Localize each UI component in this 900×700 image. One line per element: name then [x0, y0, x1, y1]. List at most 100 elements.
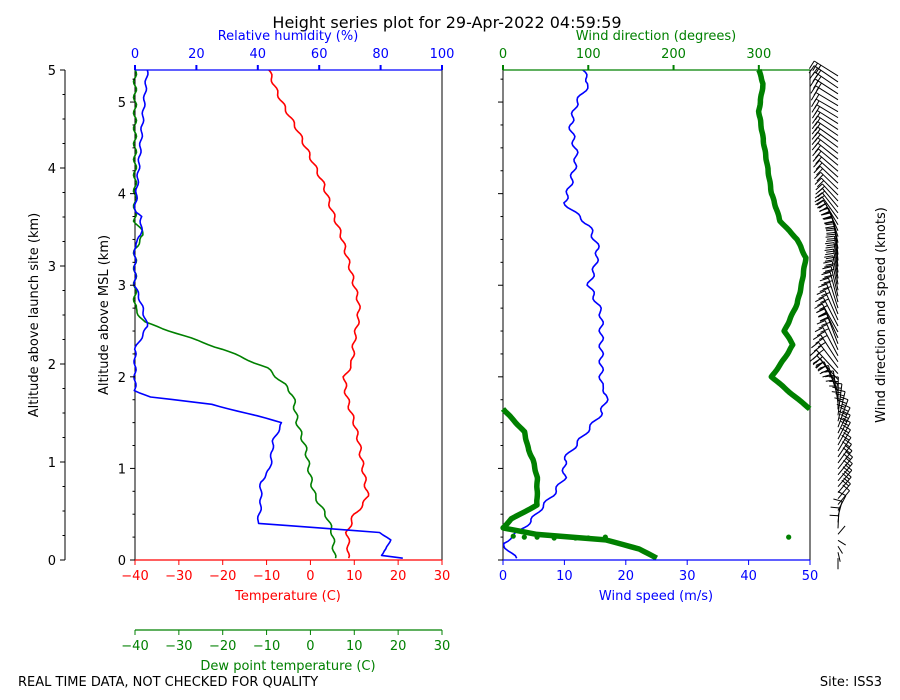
wind-barb-feather	[818, 283, 827, 288]
wind-panel: 0 10 20 30 40 50 0 100 200 300 Wind direction (de…	[498, 29, 889, 604]
wind-barb-shaft	[837, 383, 843, 416]
wind-barb-shaft	[837, 450, 853, 470]
dewpoint-line	[132, 69, 337, 559]
wind-direction-tick-label: 300	[746, 47, 771, 62]
wind-barb-feather	[824, 248, 834, 251]
wind-direction-point	[786, 534, 792, 540]
wind-barb-shaft	[816, 355, 839, 380]
wind-barb-feather	[826, 239, 836, 242]
wind-barb-axis-label: Wind direction and speed (knots)	[874, 207, 889, 423]
wind-direction-tick-label: 0	[499, 47, 507, 62]
wind-barb-shaft	[837, 490, 850, 505]
wind-barb-feather	[823, 270, 833, 274]
wind-barb-feather	[815, 162, 823, 170]
wind-barb-shaft	[831, 261, 839, 291]
temperature-tick-label: 0	[306, 569, 314, 584]
wind-barb-shaft	[837, 407, 851, 434]
wind-barb-feather	[811, 341, 819, 349]
temperature-tick-label: −30	[165, 569, 192, 584]
wind-barb-feather	[819, 369, 829, 375]
wind-barb-feather	[815, 356, 823, 364]
wind-barb-feather	[816, 82, 822, 91]
wind-barb-feather	[818, 311, 827, 317]
wind-barb-feather	[840, 427, 849, 434]
rh-tick-label: 20	[188, 47, 205, 62]
wind-barb-shaft	[821, 196, 839, 220]
wind-barb-feather	[821, 292, 830, 297]
wind-barb-feather	[825, 263, 835, 266]
wind-barb-feather	[842, 417, 851, 423]
wind-barb-feather	[816, 195, 825, 202]
thermo-axes: −40 −30 −20 −10 0 10 20 30−40 −30 −20 −10 0 10 20 300 2…	[48, 47, 455, 654]
wind-barb-feather	[826, 229, 836, 232]
wind-barb-feather	[815, 156, 822, 165]
wind-barb-shaft	[819, 160, 839, 178]
wind-speed-axis-label: Wind speed (m/s)	[599, 589, 713, 604]
wind-barb-feather	[821, 281, 831, 286]
wind-barb-feather	[826, 238, 836, 240]
wind-barb-feather	[815, 150, 822, 159]
wind-barb-shaft	[837, 391, 846, 422]
wind-barb-feather	[819, 206, 828, 213]
wind-barb-feather	[817, 365, 826, 372]
wind-barb-feather	[814, 106, 821, 115]
rh-tick-label: 40	[250, 47, 267, 62]
wind-barb-feather	[840, 413, 849, 419]
wind-barb-feather	[824, 220, 834, 224]
wind-direction-line	[755, 68, 812, 412]
temperature-line	[268, 69, 370, 559]
agl-tick-label: 5	[48, 64, 56, 79]
wind-barb-shaft	[822, 297, 839, 327]
wind-barb-feather	[825, 246, 835, 249]
wind-direction-point	[551, 535, 557, 541]
wind-barb-shaft	[822, 199, 839, 226]
wind-plot-area	[500, 68, 812, 561]
wind-barb-feather	[818, 202, 827, 209]
wind-barb-feather	[820, 328, 829, 333]
wind-barb-shaft	[819, 165, 839, 184]
wind-barb-feather	[825, 223, 835, 226]
wind-barb-feather	[815, 69, 822, 78]
wind-barb-feather	[813, 94, 820, 103]
wind-barb-feather	[825, 374, 835, 378]
wind-barb-feather	[842, 424, 851, 431]
wind-barb-shaft	[837, 483, 851, 499]
wind-direction-point	[521, 534, 527, 540]
wind-barb-feather	[817, 341, 826, 348]
wind-barb-feather	[818, 294, 828, 300]
msl-tick-label: 2	[118, 371, 126, 386]
wind-barb-feather	[812, 62, 818, 71]
dewpoint-tick-label: −40	[121, 639, 148, 654]
wind-barb-feather	[815, 338, 824, 344]
wind-barb-shaft	[837, 469, 853, 488]
wind-barb-feather	[822, 266, 832, 270]
wind-barb-feather	[822, 215, 832, 220]
wind-barb-feather	[815, 199, 824, 206]
rh-tick-label: 0	[131, 47, 139, 62]
wind-barb-shaft	[826, 313, 839, 345]
wind-barb-feather	[816, 331, 826, 337]
msl-axis-label: Altitude above MSL (km)	[97, 235, 112, 395]
wind-barb-shaft	[837, 495, 847, 511]
wind-barb-feather	[838, 417, 848, 423]
wind-barb-feather	[816, 290, 826, 295]
wind-barb-feather	[824, 264, 834, 268]
agl-tick-label: 1	[48, 456, 56, 471]
wind-barb-feather	[824, 274, 834, 278]
wind-barb-feather	[822, 276, 832, 280]
wind-barb-shaft	[829, 272, 839, 303]
wind-barb-feather	[813, 165, 821, 174]
msl-tick-label: 0	[118, 554, 126, 569]
wind-barb-feather	[817, 190, 825, 198]
wind-barb-feather	[814, 303, 823, 309]
wind-barb-shaft	[833, 249, 839, 279]
temperature-tick-label: 30	[434, 569, 451, 584]
rh-line	[133, 69, 403, 559]
wind-barb-feather	[824, 221, 834, 225]
wind-speed-tick-label: 40	[740, 569, 757, 584]
wind-barb-feather	[820, 210, 830, 216]
wind-barb-shaft	[816, 104, 839, 119]
wind-barb-shaft	[817, 142, 839, 160]
dewpoint-tick-label: 0	[306, 639, 314, 654]
site-label: Site: ISS3	[820, 675, 882, 690]
